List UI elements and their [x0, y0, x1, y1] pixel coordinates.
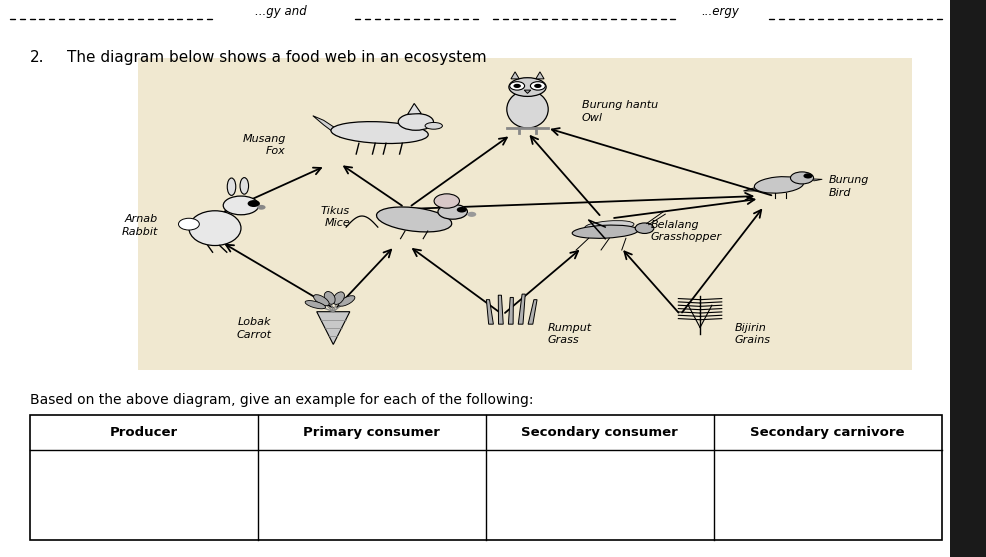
- Ellipse shape: [757, 179, 793, 188]
- Ellipse shape: [331, 121, 428, 144]
- Text: Primary consumer: Primary consumer: [303, 426, 440, 439]
- Ellipse shape: [438, 204, 467, 219]
- Text: Burung
Bird: Burung Bird: [828, 175, 869, 198]
- Polygon shape: [525, 90, 530, 94]
- Text: ...gy and: ...gy and: [255, 6, 307, 18]
- Ellipse shape: [585, 221, 634, 231]
- Ellipse shape: [791, 172, 813, 184]
- Polygon shape: [498, 295, 503, 324]
- Text: ...ergy: ...ergy: [701, 6, 739, 18]
- Text: Belalang
Grasshopper: Belalang Grasshopper: [651, 220, 722, 242]
- Circle shape: [434, 194, 459, 208]
- Text: Based on the above diagram, give an example for each of the following:: Based on the above diagram, give an exam…: [30, 393, 533, 407]
- Text: The diagram below shows a food web in an ecosystem: The diagram below shows a food web in an…: [67, 50, 487, 65]
- Ellipse shape: [398, 114, 434, 130]
- Circle shape: [510, 82, 525, 90]
- Polygon shape: [743, 187, 757, 191]
- Text: Musang
Fox: Musang Fox: [243, 134, 286, 156]
- Polygon shape: [509, 297, 514, 324]
- Polygon shape: [535, 72, 544, 79]
- Ellipse shape: [754, 177, 804, 193]
- Polygon shape: [519, 294, 526, 324]
- Text: Bijirin
Grains: Bijirin Grains: [735, 323, 771, 345]
- Circle shape: [804, 173, 812, 178]
- Polygon shape: [511, 72, 520, 79]
- Circle shape: [257, 205, 265, 209]
- Ellipse shape: [425, 123, 443, 129]
- Circle shape: [530, 82, 545, 90]
- Polygon shape: [486, 300, 493, 324]
- Polygon shape: [407, 104, 421, 114]
- Bar: [138, 58, 912, 370]
- Ellipse shape: [377, 207, 452, 232]
- Ellipse shape: [338, 296, 355, 306]
- Text: Lobak
Carrot: Lobak Carrot: [237, 317, 271, 340]
- Circle shape: [178, 218, 199, 230]
- Circle shape: [247, 200, 260, 207]
- Text: Secondary consumer: Secondary consumer: [522, 426, 678, 439]
- Ellipse shape: [240, 178, 248, 194]
- Polygon shape: [313, 116, 340, 137]
- Bar: [950, 0, 986, 557]
- Text: Rumput
Grass: Rumput Grass: [547, 323, 592, 345]
- Ellipse shape: [507, 91, 548, 128]
- Text: 2.: 2.: [30, 50, 44, 65]
- Ellipse shape: [333, 292, 344, 304]
- Text: Producer: Producer: [109, 426, 177, 439]
- Ellipse shape: [314, 295, 329, 306]
- Circle shape: [534, 84, 541, 88]
- Text: Arnab
Rabbit: Arnab Rabbit: [121, 214, 158, 237]
- Bar: [30, 415, 942, 540]
- Text: Tikus
Mice: Tikus Mice: [320, 206, 350, 228]
- Circle shape: [467, 212, 476, 217]
- Ellipse shape: [635, 223, 654, 233]
- Ellipse shape: [572, 225, 638, 238]
- Circle shape: [514, 84, 521, 88]
- Polygon shape: [317, 312, 350, 344]
- Ellipse shape: [305, 301, 325, 309]
- Text: Secondary carnivore: Secondary carnivore: [750, 426, 905, 439]
- Polygon shape: [813, 179, 822, 181]
- Ellipse shape: [227, 178, 236, 196]
- Text: Burung hantu
Owl: Burung hantu Owl: [582, 100, 658, 123]
- Circle shape: [457, 207, 466, 213]
- Ellipse shape: [509, 78, 546, 96]
- Polygon shape: [528, 300, 537, 324]
- Ellipse shape: [189, 211, 241, 246]
- Ellipse shape: [324, 291, 335, 304]
- Ellipse shape: [223, 196, 258, 215]
